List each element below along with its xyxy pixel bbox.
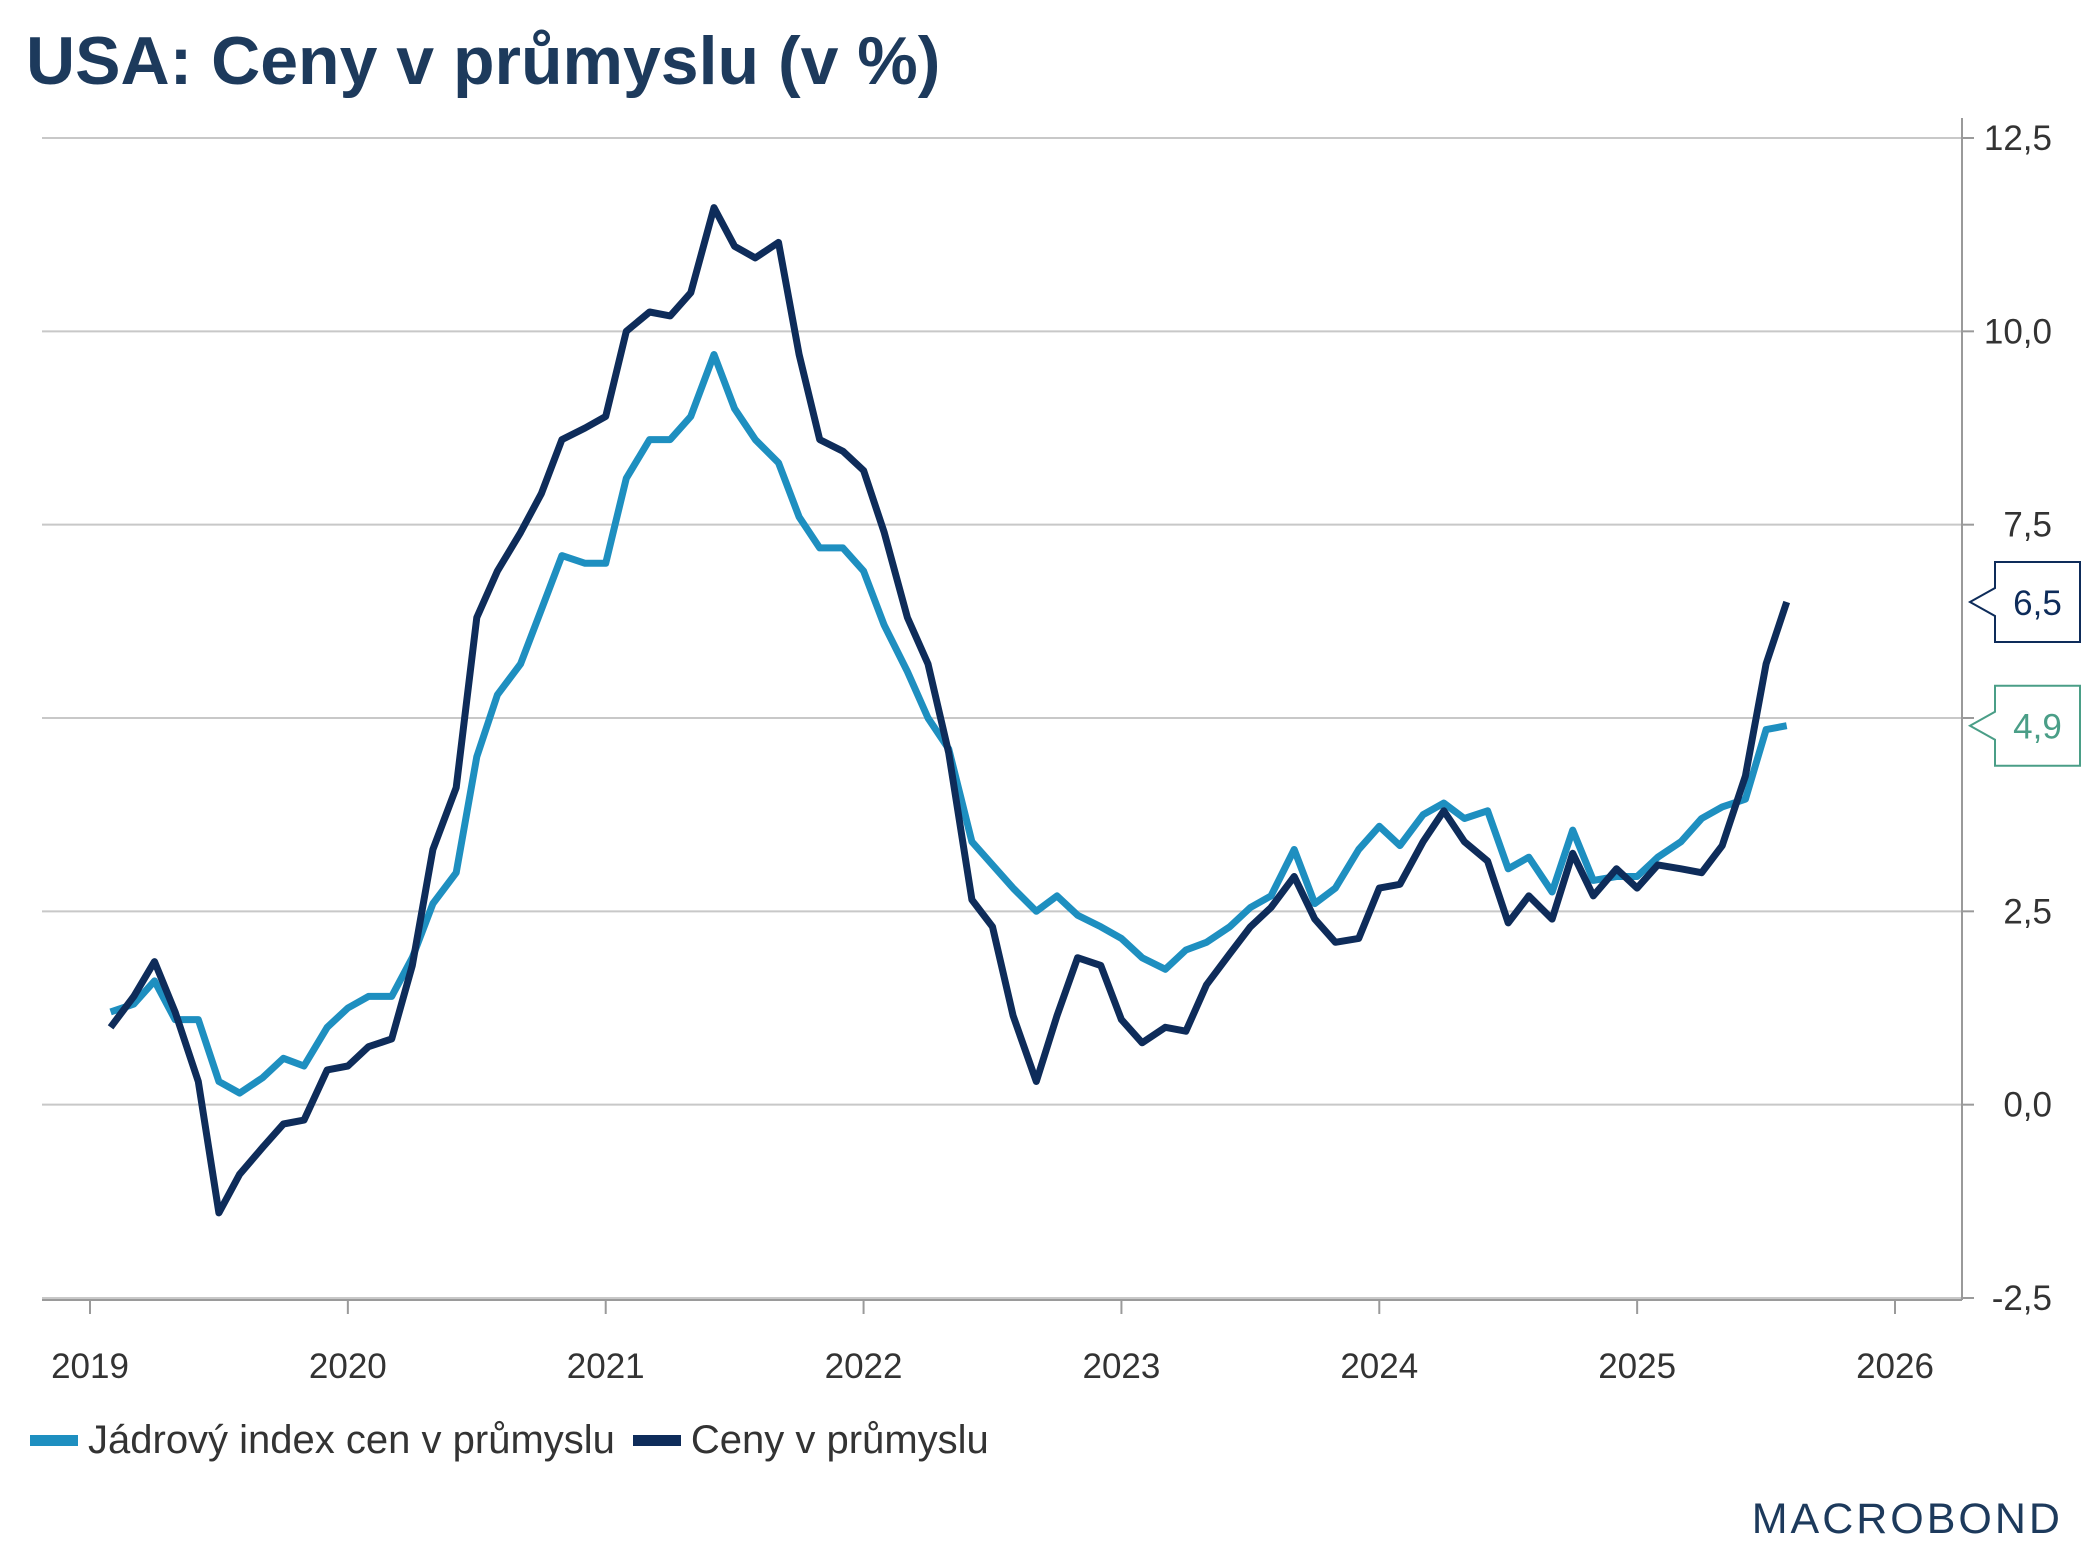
x-tick-label: 2022 [825,1347,903,1386]
x-axis-ticks: 2019 2020 2021 2022 2023 2024 2025 2026 [51,1300,1934,1386]
y-tick-label: -2,5 [1992,1279,2052,1318]
legend: Jádrový index cen v průmyslu Ceny v prům… [30,1418,1007,1463]
end-badge-label: 4,9 [2013,708,2062,747]
end-badge [1967,684,2081,767]
legend-swatch-ppi [632,1435,681,1446]
series-line-ppi [107,204,1791,1217]
y-tick-label: 10,0 [1984,312,2052,351]
series-line-core [109,351,1788,1097]
legend-swatch-core [30,1435,78,1446]
x-tick-label: 2025 [1598,1347,1676,1386]
legend-item-ppi: Ceny v průmyslu [632,1418,989,1463]
y-tick-label: 7,5 [2003,506,2052,545]
x-tick-label: 2020 [309,1347,387,1386]
y-axis-ticks: -2,50,02,55,07,510,012,5 [1962,119,2052,1318]
series-lines [107,204,1791,1217]
macrobond-logo: MACROBOND [1751,1495,2063,1543]
chart-title: USA: Ceny v průmyslu (v %) [26,23,941,99]
x-tick-label: 2019 [51,1347,129,1386]
legend-label-core: Jádrový index cen v průmyslu [88,1418,615,1462]
x-tick-label: 2023 [1082,1347,1160,1386]
grid-lines [42,137,1962,1299]
x-tick-label: 2026 [1856,1347,1934,1386]
end-badge [1967,561,2081,643]
y-tick-label: 12,5 [1984,119,2052,158]
end-badge-label: 6,5 [2013,584,2062,623]
legend-label-ppi: Ceny v průmyslu [690,1418,989,1462]
x-tick-label: 2021 [567,1347,645,1386]
y-tick-label: 2,5 [2003,892,2052,931]
legend-item-core: Jádrový index cen v průmyslu [30,1418,615,1463]
y-tick-label: 0,0 [2003,1086,2052,1125]
end-value-badges: 6,5 4,9 [1967,561,2081,767]
x-tick-label: 2024 [1340,1347,1418,1386]
